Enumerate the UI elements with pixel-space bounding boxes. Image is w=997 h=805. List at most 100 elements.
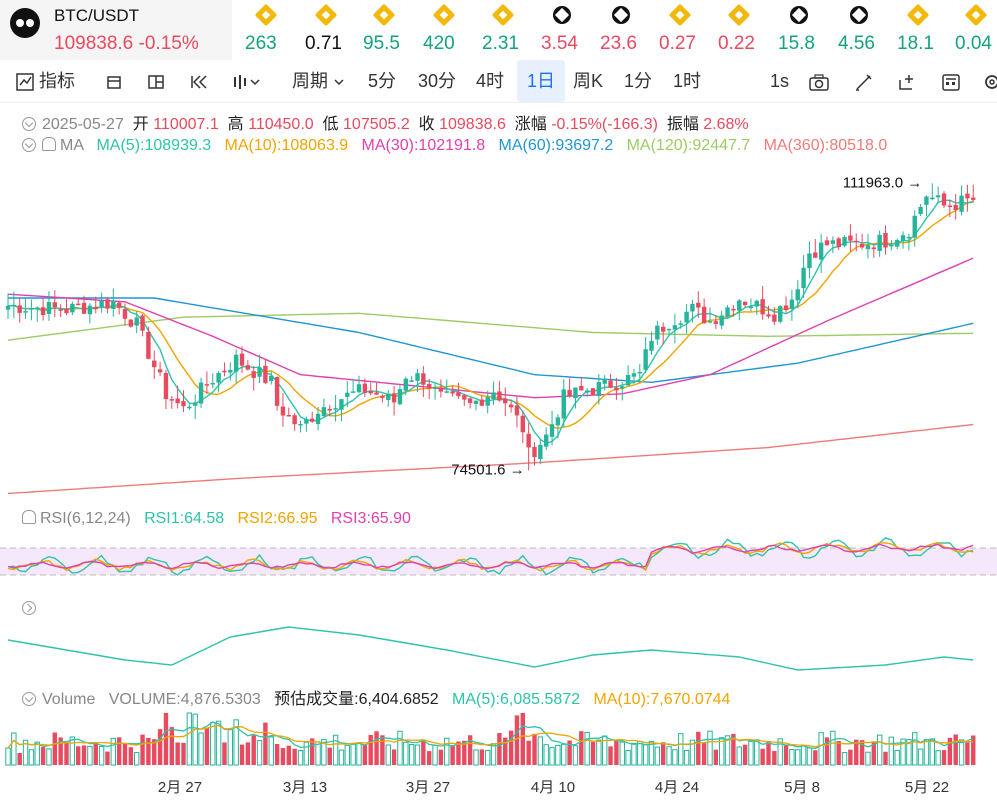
- secondary-indicator-chart[interactable]: [0, 615, 997, 685]
- rsi-alert-bell-icon[interactable]: [22, 510, 36, 524]
- candle: [561, 379, 566, 428]
- candle-type-icon: [107, 76, 121, 89]
- volume-chart[interactable]: [0, 705, 997, 770]
- candle: [485, 390, 490, 414]
- volume-bar: [824, 737, 830, 765]
- volume-bar: [584, 731, 590, 766]
- candle: [836, 237, 841, 250]
- ticker-item[interactable]: 0.04: [955, 0, 997, 60]
- interval-5m[interactable]: 5分: [368, 71, 397, 91]
- collapse-toggle-icon[interactable]: [22, 117, 36, 131]
- volume-bar: [362, 744, 368, 765]
- volume-bar: [806, 747, 813, 766]
- volume-bar: [661, 742, 666, 765]
- candle: [614, 377, 619, 400]
- interval-30m[interactable]: 30分: [418, 71, 457, 91]
- ticker-item[interactable]: 4.56: [838, 0, 890, 60]
- candle: [409, 375, 414, 382]
- candle: [930, 183, 935, 201]
- candle: [391, 386, 397, 416]
- candle: [538, 438, 543, 465]
- volume-bar: [876, 734, 883, 766]
- screenshot-button[interactable]: [808, 60, 830, 102]
- interval-1h[interactable]: 1时: [673, 71, 702, 91]
- candle: [912, 210, 917, 247]
- rsi-chart[interactable]: [0, 535, 997, 595]
- candle: [350, 378, 356, 393]
- ma-label: MA: [60, 137, 84, 154]
- interval-1m[interactable]: 1分: [624, 71, 653, 91]
- replay-button[interactable]: [190, 60, 210, 102]
- candle: [579, 376, 584, 391]
- volume-bar: [52, 732, 57, 765]
- volume-bar: [181, 742, 186, 765]
- bnb-icon: [491, 3, 515, 27]
- candle: [386, 389, 391, 407]
- candle: [298, 420, 303, 433]
- chart-style-button[interactable]: [232, 60, 262, 102]
- candle: [292, 413, 297, 431]
- expand-toggle-icon[interactable]: [22, 601, 36, 615]
- volume-bar: [303, 741, 310, 766]
- rsi1-value: RSI1:64.58: [144, 510, 225, 527]
- add-indicator-button[interactable]: [896, 60, 918, 102]
- candle: [959, 185, 964, 216]
- interval-4h[interactable]: 4时: [476, 71, 505, 91]
- volume-bar: [841, 751, 848, 766]
- ticker-item[interactable]: 0.22: [718, 0, 770, 60]
- candle: [713, 315, 719, 330]
- alert-bell-icon[interactable]: [42, 137, 56, 151]
- ma30-line: [7, 257, 974, 399]
- ohlc-date: 2025-05-27: [42, 116, 124, 133]
- ma-collapse-icon[interactable]: [22, 138, 36, 152]
- layout-button[interactable]: [146, 60, 166, 102]
- ticker-item[interactable]: 18.1: [897, 0, 949, 60]
- candle: [339, 399, 344, 422]
- volume-collapse-icon[interactable]: [22, 692, 36, 706]
- period-dropdown[interactable]: 周期: [292, 60, 345, 102]
- interval-weekly[interactable]: 周K: [573, 71, 604, 91]
- candle: [690, 299, 695, 323]
- candle: [128, 319, 134, 328]
- volume-bar: [152, 739, 157, 765]
- ticker-item[interactable]: 23.6: [600, 0, 652, 60]
- rsi3-line: [7, 543, 974, 570]
- ticker-item[interactable]: 15.8: [778, 0, 830, 60]
- black-coin-icon: [553, 6, 571, 24]
- candle: [906, 233, 912, 251]
- settings-button[interactable]: [982, 60, 997, 102]
- volume-bar: [374, 731, 379, 765]
- ticker-item-value: 23.6: [600, 33, 637, 54]
- volume-bar: [532, 733, 537, 765]
- interval-1d[interactable]: 1日: [517, 60, 565, 102]
- candle-type-button[interactable]: [104, 60, 124, 102]
- candle: [731, 305, 736, 317]
- volume-bar: [719, 737, 725, 766]
- calculator-button[interactable]: [940, 60, 962, 102]
- volume-bar: [245, 742, 251, 765]
- volume-bar: [906, 739, 912, 766]
- refresh-rate[interactable]: 1s: [770, 71, 790, 91]
- pair-name: BTC/USDT: [54, 6, 139, 25]
- ticker-item[interactable]: 0.71: [305, 0, 357, 60]
- draw-button[interactable]: [853, 60, 875, 102]
- ticker-item[interactable]: 0.27: [659, 0, 711, 60]
- ticker-item[interactable]: 2.31: [482, 0, 534, 60]
- candle: [421, 366, 426, 398]
- ticker-item-value: 0.27: [659, 33, 696, 54]
- indicators-button[interactable]: 指标: [16, 60, 75, 102]
- volume-bar: [754, 739, 760, 766]
- volume-bar: [204, 727, 210, 765]
- candle: [532, 442, 537, 466]
- ticker-item[interactable]: 263: [245, 0, 297, 60]
- volume-bar: [456, 741, 461, 765]
- candle: [327, 404, 332, 417]
- candle: [544, 427, 549, 450]
- price-chart[interactable]: 111963.0 → 74501.6 →: [0, 160, 997, 505]
- volume-bar: [332, 734, 339, 766]
- ticker-item[interactable]: 3.54: [541, 0, 593, 60]
- selected-pair[interactable]: BTC/USDT 109838.6 -0.15%: [0, 0, 232, 60]
- ticker-item[interactable]: 95.5: [363, 0, 415, 60]
- bnb-icon: [372, 3, 396, 27]
- ticker-item[interactable]: 420: [423, 0, 475, 60]
